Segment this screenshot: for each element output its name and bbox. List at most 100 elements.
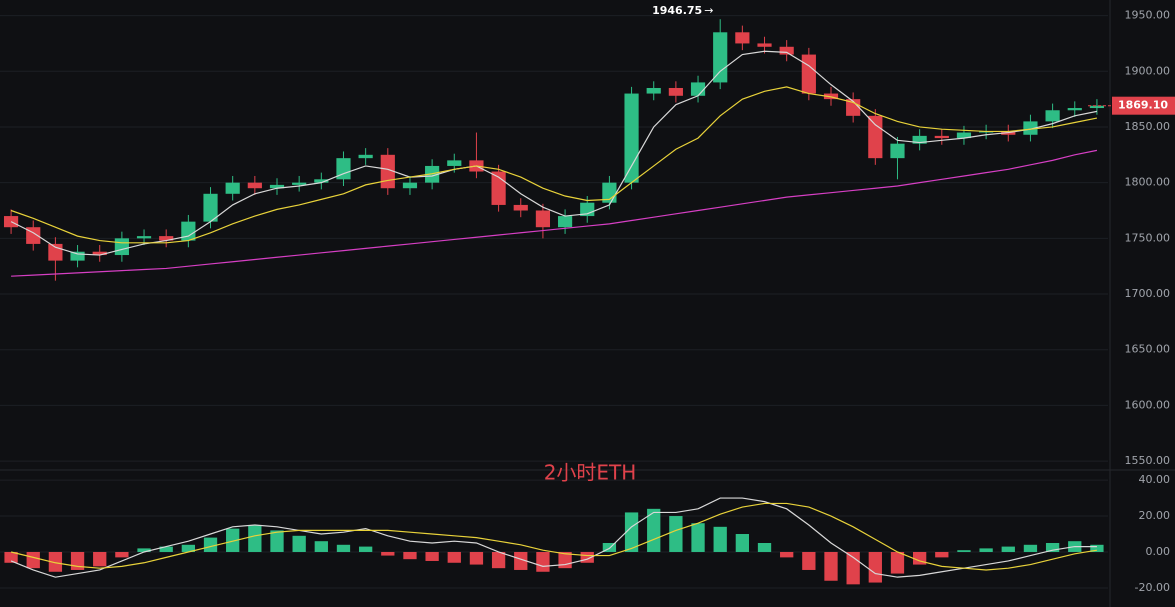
histogram-bar bbox=[1090, 544, 1104, 552]
candle-body bbox=[713, 32, 728, 83]
candle-body bbox=[1023, 121, 1038, 135]
candle-body bbox=[402, 182, 418, 189]
histogram-bar bbox=[491, 551, 506, 569]
candle-body bbox=[247, 182, 262, 189]
candle-body bbox=[735, 32, 750, 44]
candle-body bbox=[757, 43, 772, 47]
histogram-bar bbox=[93, 551, 107, 567]
histogram-bar bbox=[159, 546, 173, 552]
candle-body bbox=[92, 251, 107, 256]
y-tick-label: 20.00 bbox=[1139, 509, 1171, 522]
histogram-bar bbox=[580, 551, 594, 563]
candle-body bbox=[114, 238, 129, 256]
histogram-bar bbox=[691, 523, 705, 552]
histogram-bar bbox=[802, 551, 816, 570]
histogram-bar bbox=[447, 551, 461, 563]
histogram-bar bbox=[469, 551, 484, 565]
moving-average-line bbox=[10, 86, 1098, 244]
candle-body bbox=[314, 179, 329, 183]
histogram-bar bbox=[757, 542, 772, 552]
candle-body bbox=[292, 182, 307, 185]
histogram-bar bbox=[4, 551, 18, 563]
histogram-bar bbox=[314, 541, 328, 552]
histogram-bar bbox=[824, 551, 838, 581]
candle-body bbox=[136, 236, 152, 239]
last-price-box bbox=[1112, 96, 1175, 115]
candle-body bbox=[225, 182, 240, 194]
histogram-bar bbox=[1001, 546, 1015, 552]
histogram-bar bbox=[381, 551, 395, 556]
histogram-bar bbox=[115, 551, 129, 558]
histogram-bar bbox=[735, 534, 750, 552]
y-tick-label: 1850.00 bbox=[1125, 120, 1171, 133]
histogram-bar bbox=[624, 512, 639, 552]
histogram-bar bbox=[890, 551, 905, 574]
y-tick-label: 1800.00 bbox=[1125, 176, 1171, 189]
histogram-bar bbox=[868, 551, 882, 583]
candle-body bbox=[1089, 105, 1105, 109]
candle-body bbox=[801, 54, 816, 94]
candle-body bbox=[70, 251, 85, 261]
histogram-bar bbox=[26, 551, 40, 569]
candle-body bbox=[336, 158, 351, 180]
candle-body bbox=[1045, 110, 1060, 122]
histogram-bar bbox=[957, 550, 971, 552]
y-tick-label: 1950.00 bbox=[1125, 9, 1171, 22]
histogram-bar bbox=[270, 530, 284, 552]
y-tick-label: 40.00 bbox=[1139, 473, 1171, 486]
histogram-bar bbox=[780, 551, 794, 558]
moving-average-line bbox=[11, 149, 1098, 277]
histogram-bar bbox=[669, 516, 683, 552]
candle-body bbox=[934, 135, 949, 139]
candle-body bbox=[646, 87, 661, 94]
histogram-bar bbox=[1045, 542, 1060, 552]
y-tick-label: 1700.00 bbox=[1125, 287, 1171, 300]
macd-line bbox=[10, 502, 1098, 571]
candle-body bbox=[535, 210, 551, 228]
chart-title: 2小时ETH bbox=[544, 461, 637, 485]
candle-body bbox=[159, 236, 174, 241]
candle-body bbox=[447, 160, 462, 166]
y-tick-label: -20.00 bbox=[1135, 581, 1170, 594]
histogram-bar bbox=[935, 551, 949, 558]
y-tick-label: 1600.00 bbox=[1125, 398, 1171, 411]
candle-body bbox=[269, 184, 285, 189]
candle-body bbox=[912, 135, 927, 144]
histogram-bar bbox=[1023, 544, 1038, 552]
histogram-bar bbox=[425, 551, 439, 561]
candle-body bbox=[779, 46, 794, 55]
annotation-arrow: → bbox=[704, 4, 713, 17]
histogram-bar bbox=[403, 551, 417, 560]
candle-body bbox=[513, 204, 528, 211]
histogram-bar bbox=[248, 525, 262, 552]
histogram-bar bbox=[514, 551, 528, 570]
candle-body bbox=[557, 216, 573, 228]
histogram-bar bbox=[979, 548, 993, 552]
histogram-bar bbox=[48, 551, 63, 572]
y-tick-label: 1650.00 bbox=[1125, 343, 1171, 356]
candle-body bbox=[690, 82, 706, 96]
candle-body bbox=[956, 132, 972, 139]
candle-body bbox=[668, 87, 683, 96]
histogram-bar bbox=[292, 535, 306, 552]
histogram-bar bbox=[713, 526, 727, 552]
candle-body bbox=[181, 221, 196, 241]
last-price-label: 1869.10 bbox=[1118, 99, 1168, 112]
y-tick-label: 1750.00 bbox=[1125, 231, 1171, 244]
candle-body bbox=[203, 193, 218, 222]
macd-line bbox=[10, 497, 1097, 578]
histogram-bar bbox=[536, 551, 550, 572]
histogram-bar bbox=[602, 542, 617, 552]
candle-body bbox=[846, 99, 861, 116]
histogram-bar bbox=[137, 548, 151, 552]
histogram-bar bbox=[181, 544, 196, 552]
y-tick-label: 1550.00 bbox=[1125, 454, 1171, 467]
candle-body bbox=[358, 154, 373, 159]
candle-body bbox=[624, 93, 639, 183]
candle-body bbox=[868, 115, 883, 159]
moving-average-line bbox=[10, 50, 1098, 256]
histogram-bar bbox=[226, 528, 240, 552]
candle-body bbox=[48, 243, 63, 261]
